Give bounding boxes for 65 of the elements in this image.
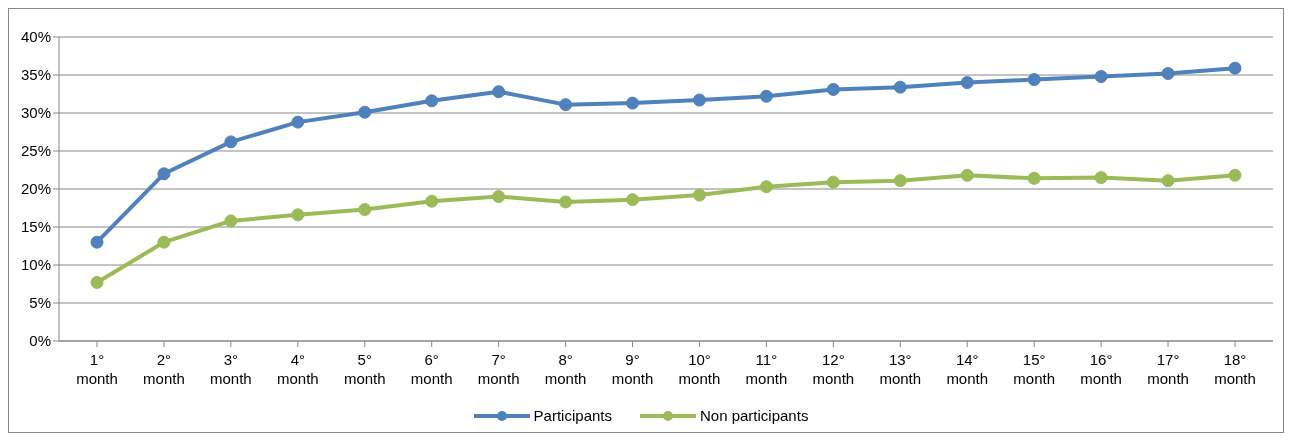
x-tick-label: 3° month [210,351,252,387]
point [224,214,238,228]
point [692,188,706,202]
y-tick-label: 0% [29,332,51,350]
y-tick-label: 35% [20,66,51,84]
point [291,115,305,129]
point [1094,70,1108,84]
point [291,208,305,222]
point [425,94,439,108]
point [492,190,506,204]
point [1161,66,1175,80]
x-tick-label: 12° month [812,351,855,387]
x-tick-label: 7° month [477,351,520,387]
x-tick-label: 11° month [745,351,788,387]
point [157,235,171,249]
x-tick-label: 9° month [611,351,654,387]
x-tick-label: 13° month [879,351,922,387]
y-tick-label: 20% [20,180,51,198]
x-tick-label: 17° month [1147,351,1189,387]
point [1228,61,1242,75]
x-tick-label: 14° month [946,351,989,387]
point [90,235,104,249]
point [893,80,907,94]
x-tick-label: 10° month [678,351,721,387]
point [358,203,372,217]
x-tick-label: 18° month [1214,351,1256,387]
point [759,180,773,194]
x-tick-label: 8° month [544,351,587,387]
y-tick-label: 40% [20,28,51,46]
x-tick-label: 6° month [410,351,453,387]
y-tick-label: 25% [20,142,51,160]
x-tick-label: 15° month [1013,351,1056,387]
point [1027,171,1041,185]
y-tick-label: 5% [29,294,51,312]
point [759,89,773,103]
point [1027,73,1041,87]
point [960,168,974,182]
point [626,96,640,110]
x-tick-label: 5° month [343,351,386,387]
point [90,275,104,289]
x-tick-label: 1° month [76,351,118,387]
x-tick-label: 2° month [143,351,185,387]
y-tick-label: 10% [20,256,51,274]
point [826,175,840,189]
point [358,105,372,119]
point [960,76,974,90]
x-tick-label: 16° month [1080,351,1122,387]
x-tick-label: 4° month [276,351,319,387]
point [1161,174,1175,188]
legend-label: Non participants [699,407,809,424]
point [157,167,171,181]
point [626,193,640,207]
y-tick-label: 30% [20,104,51,122]
y-tick-label: 15% [20,218,51,236]
point [559,195,573,209]
point [1228,168,1242,182]
point [692,93,706,107]
point [1094,171,1108,185]
point [559,98,573,112]
point [492,85,506,99]
point [224,135,238,149]
legend-label: Participants [533,407,612,424]
point [826,82,840,96]
point [425,194,439,208]
point [893,174,907,188]
